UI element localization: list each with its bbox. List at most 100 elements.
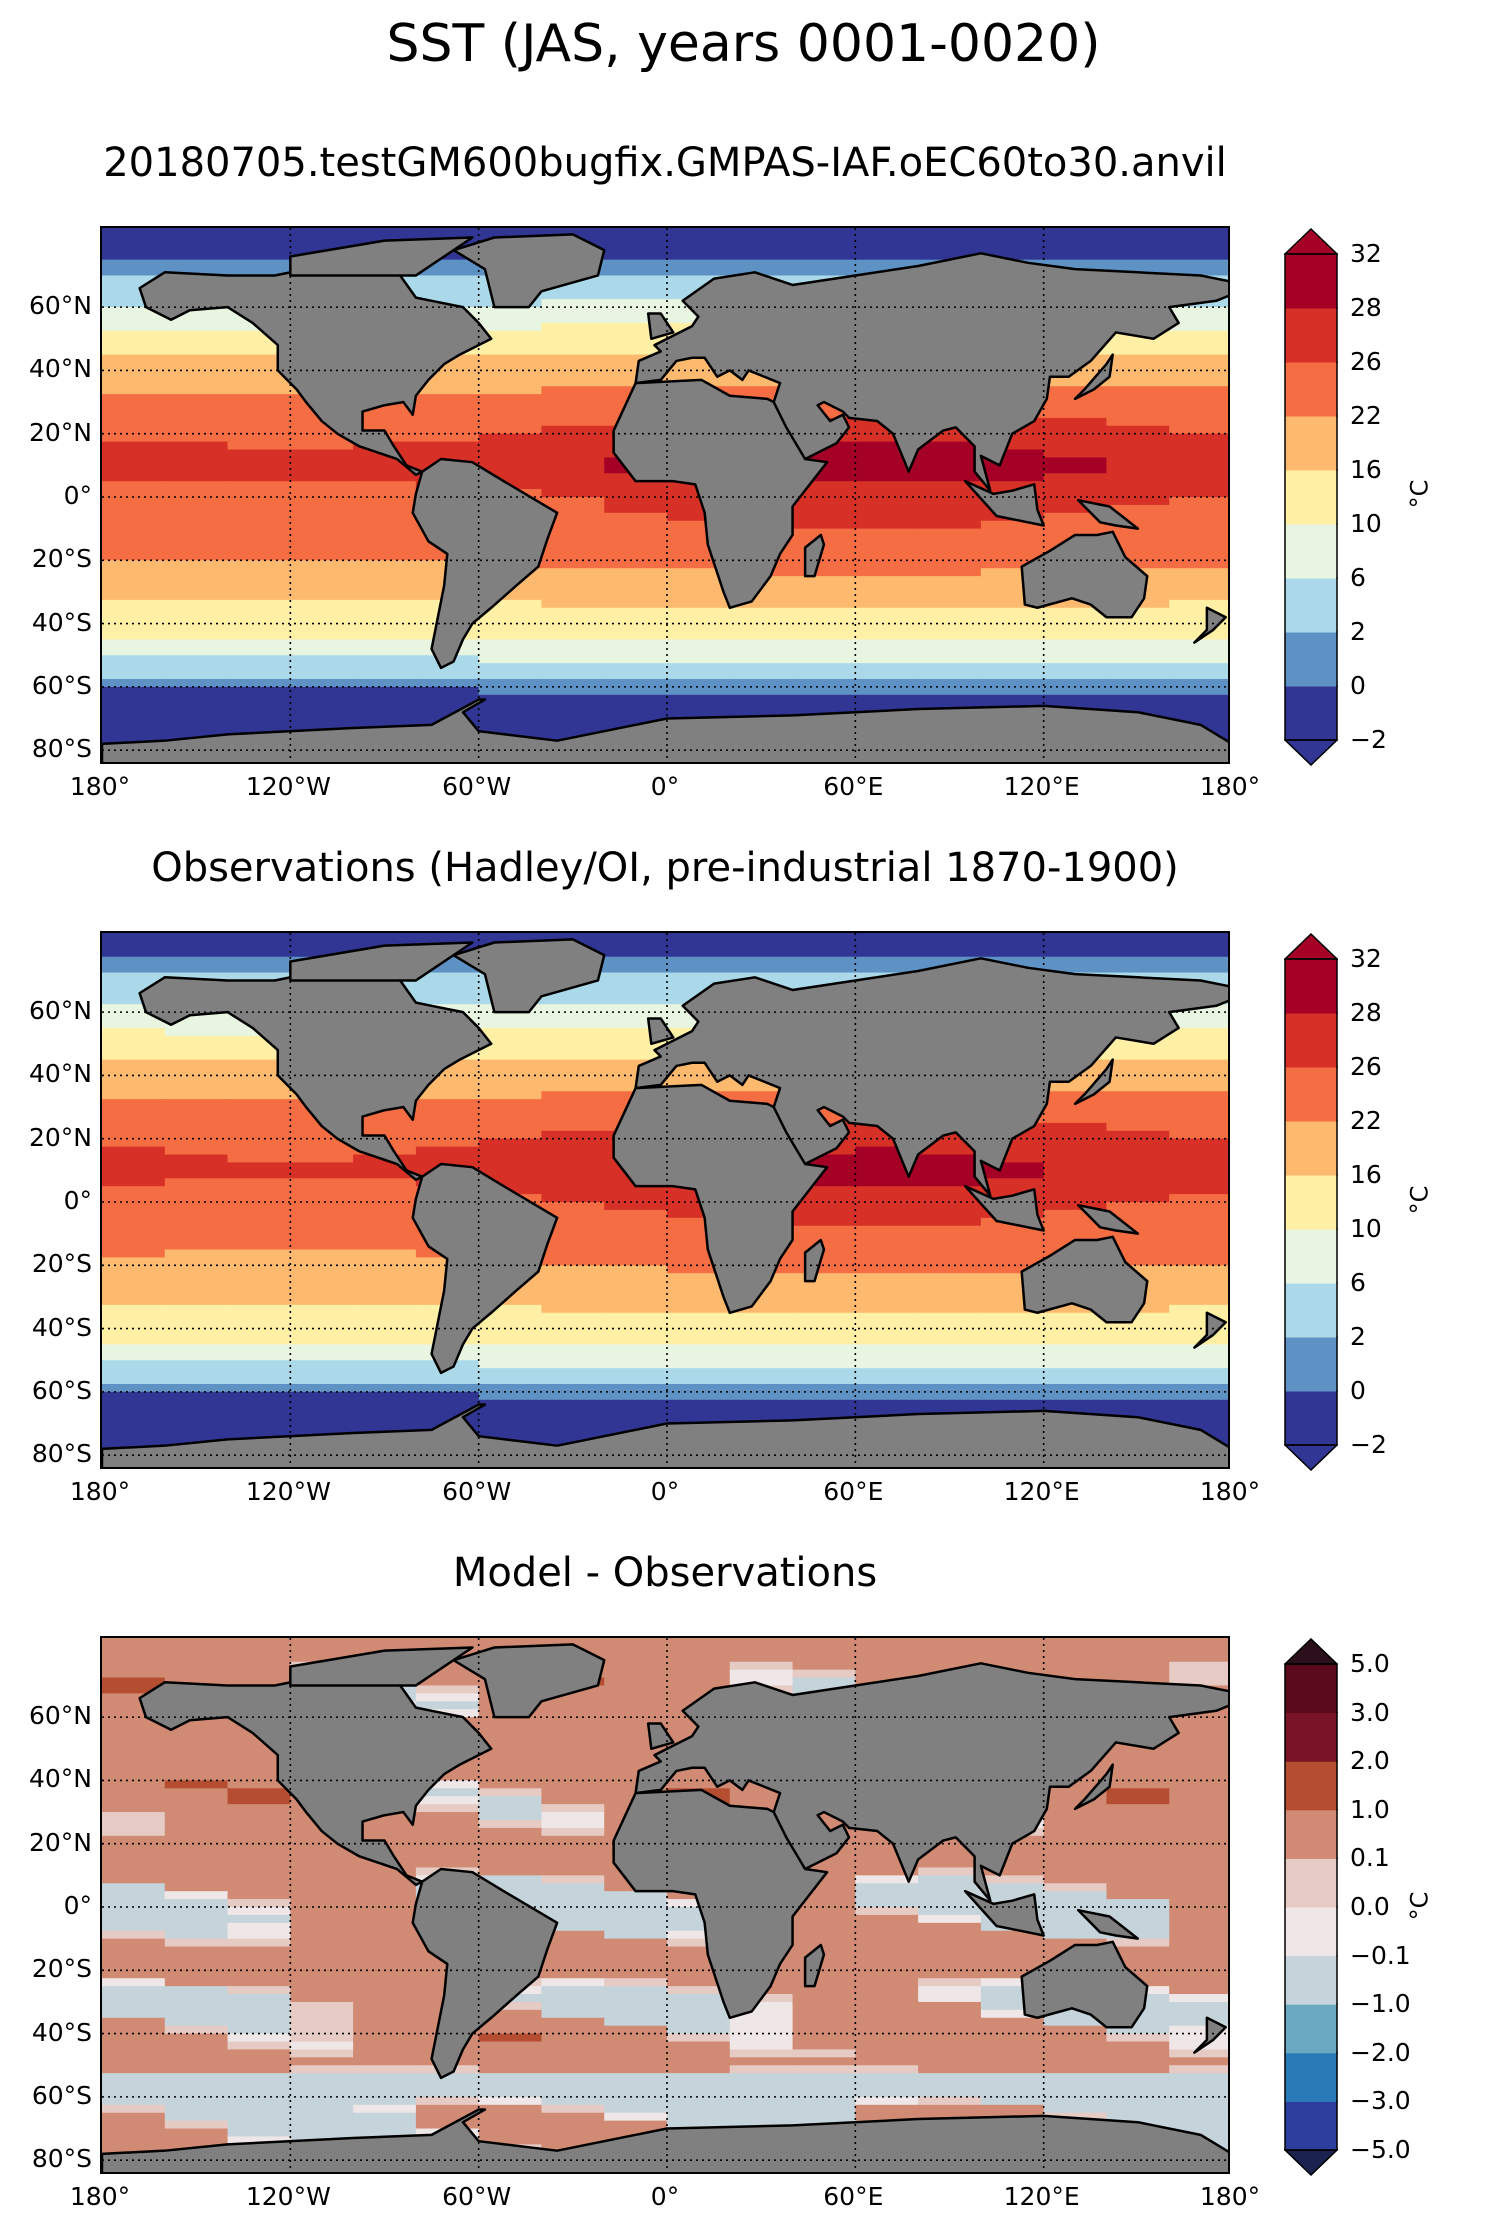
ocean-contour-cell <box>792 639 856 648</box>
ocean-contour-cell <box>729 1304 794 1314</box>
ocean-contour-cell <box>604 2128 668 2138</box>
ocean-contour-cell <box>227 655 291 664</box>
ocean-contour-cell <box>102 1788 166 1797</box>
ocean-contour-cell <box>541 1020 605 1029</box>
ocean-contour-cell <box>604 1328 668 1338</box>
ocean-contour-cell <box>478 718 543 728</box>
ocean-contour-cell <box>353 1360 417 1369</box>
ocean-contour-cell <box>353 1217 417 1227</box>
ocean-contour-cell <box>541 441 605 451</box>
ocean-contour-cell <box>164 568 229 577</box>
ocean-contour-cell <box>1169 948 1228 958</box>
ocean-contour-cell <box>792 933 856 942</box>
ocean-contour-cell <box>227 2009 291 2019</box>
ocean-contour-cell <box>1106 409 1170 419</box>
ocean-contour-cell <box>792 694 856 704</box>
ocean-contour-cell <box>353 1954 417 1963</box>
ocean-contour-cell <box>227 671 291 680</box>
ocean-contour-cell <box>980 2033 1045 2043</box>
ocean-contour-cell <box>227 948 291 958</box>
ocean-contour-cell <box>541 1154 605 1164</box>
ocean-contour-cell <box>1106 1970 1170 1979</box>
ocean-contour-cell <box>227 1946 291 1956</box>
ocean-contour-cell <box>541 1059 605 1069</box>
colorbar-segment <box>1285 524 1337 579</box>
ocean-contour-cell <box>792 1930 856 1940</box>
ocean-contour-cell <box>667 1352 731 1361</box>
ocean-contour-cell <box>1169 1725 1228 1734</box>
ocean-contour-cell <box>1043 2025 1108 2035</box>
ocean-contour-cell <box>1106 528 1170 538</box>
ocean-contour-cell <box>918 639 982 648</box>
ocean-contour-cell <box>164 504 229 514</box>
figure-title: SST (JAS, years 0001-0020) <box>386 14 1101 74</box>
ocean-contour-cell <box>1169 1336 1228 1346</box>
colorbar-tick-label: 0 <box>1350 671 1366 700</box>
ocean-contour-cell <box>667 1328 731 1338</box>
ocean-contour-cell <box>1169 2009 1228 2019</box>
ocean-contour-cell <box>102 1439 166 1448</box>
ocean-contour-cell <box>478 1883 543 1892</box>
ocean-contour-cell <box>918 584 982 593</box>
ocean-contour-cell <box>1169 2081 1228 2090</box>
ocean-contour-cell <box>541 330 605 340</box>
ocean-contour-cell <box>478 307 543 316</box>
ocean-contour-cell <box>353 560 417 569</box>
ocean-contour-cell <box>1169 402 1228 411</box>
ocean-contour-cell <box>667 1661 731 1671</box>
ocean-contour-cell <box>1169 338 1228 348</box>
ocean-contour-cell <box>1106 615 1170 625</box>
ocean-contour-cell <box>1043 1391 1108 1401</box>
ocean-contour-cell <box>729 2088 794 2098</box>
ocean-contour-cell <box>353 1994 417 2003</box>
ocean-contour-cell <box>290 702 354 712</box>
ocean-contour-cell <box>164 449 229 459</box>
ocean-contour-cell <box>918 1907 982 1916</box>
ocean-contour-cell <box>918 1249 982 1258</box>
ocean-contour-cell <box>918 481 982 490</box>
ocean-contour-cell <box>1106 1914 1170 1924</box>
ocean-contour-cell <box>102 1202 166 1211</box>
land-greenland <box>452 1643 606 1719</box>
ocean-contour-cell <box>164 346 229 356</box>
ocean-contour-cell <box>290 1162 354 1171</box>
ocean-contour-cell <box>855 1661 919 1671</box>
ocean-contour-cell <box>1043 1383 1108 1393</box>
colorbar-tick-label: −2 <box>1350 1430 1387 1459</box>
ocean-contour-cell <box>855 2057 919 2066</box>
ocean-contour-cell <box>541 2088 605 2098</box>
ocean-contour-cell <box>164 1257 229 1266</box>
ocean-contour-cell <box>918 1978 982 1987</box>
ocean-contour-cell <box>353 599 417 609</box>
ocean-contour-cell <box>1106 497 1170 506</box>
ocean-contour-cell <box>290 465 354 474</box>
ocean-contour-cell <box>918 1399 982 1409</box>
ocean-contour-cell <box>164 1954 229 1963</box>
ocean-contour-cell <box>1043 631 1108 641</box>
ocean-contour-cell <box>415 2088 480 2098</box>
ocean-contour-cell <box>918 251 982 261</box>
ocean-contour-cell <box>855 591 919 601</box>
ocean-contour-cell <box>792 671 856 680</box>
ocean-contour-cell <box>918 457 982 466</box>
ocean-contour-cell <box>353 686 417 696</box>
ocean-contour-cell <box>1169 1962 1228 1971</box>
ocean-contour-cell <box>1106 243 1170 253</box>
ocean-contour-cell <box>102 330 166 340</box>
ocean-contour-cell <box>855 956 919 966</box>
ocean-contour-cell <box>164 726 229 735</box>
y-tick-label: 60°N <box>28 1701 92 1731</box>
ocean-contour-cell <box>290 520 354 530</box>
ocean-contour-cell <box>667 243 731 253</box>
ocean-contour-cell <box>667 988 731 997</box>
ocean-contour-cell <box>290 1281 354 1290</box>
ocean-contour-cell <box>918 631 982 641</box>
ocean-contour-cell <box>164 243 229 253</box>
ocean-contour-cell <box>1169 1376 1228 1385</box>
ocean-contour-cell <box>667 1289 731 1298</box>
ocean-contour-cell <box>855 1907 919 1916</box>
land-madagascar <box>803 1238 826 1283</box>
ocean-contour-cell <box>102 1954 166 1963</box>
ocean-contour-cell <box>290 433 354 443</box>
x-tick-label: 60°W <box>442 2182 512 2211</box>
